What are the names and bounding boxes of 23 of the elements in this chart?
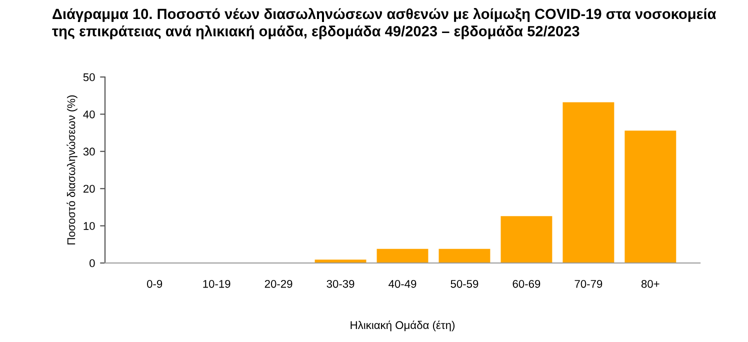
bar: [500, 216, 552, 263]
y-tick-label: 20: [83, 184, 95, 193]
bar: [562, 102, 614, 263]
x-tick-label: 30-39: [326, 280, 354, 288]
x-tick-label: 0-9: [146, 280, 162, 288]
y-tick-label: 30: [83, 148, 95, 156]
y-tick-label: 10: [84, 222, 95, 230]
x-tick-label: 40-49: [388, 280, 416, 288]
x-tick-label: 80+: [641, 280, 660, 288]
x-tick-label: 70-79: [574, 280, 602, 288]
bar: [624, 130, 676, 263]
x-tick-label: 50-59: [450, 280, 478, 288]
bar: [376, 248, 428, 263]
x-tick-label: 20-29: [264, 280, 292, 288]
y-tick-label: 50: [83, 73, 95, 82]
y-tick-label: 0: [90, 259, 95, 268]
x-axis-title: Ηλικιακή Ομάδα (έτη): [350, 320, 455, 332]
y-tick-label: 40: [83, 110, 95, 118]
y-axis-title: Ποσοστό διασωληνώσεων (%): [66, 95, 78, 244]
x-tick-label: 10-19: [203, 280, 230, 288]
chart-title: Διάγραμμα 10. Ποσοστό νέων διασωληνώσεων ασθενών με λοίμωξη COVID-19 στα νοσοκομεία της επικράτειας ανά ηλικιακή ομάδα, εβδομάδα 49/2023 – εβδομάδα 52/2023: [52, 8, 716, 40]
bar: [438, 248, 490, 263]
x-tick-label: 60-69: [512, 280, 540, 288]
